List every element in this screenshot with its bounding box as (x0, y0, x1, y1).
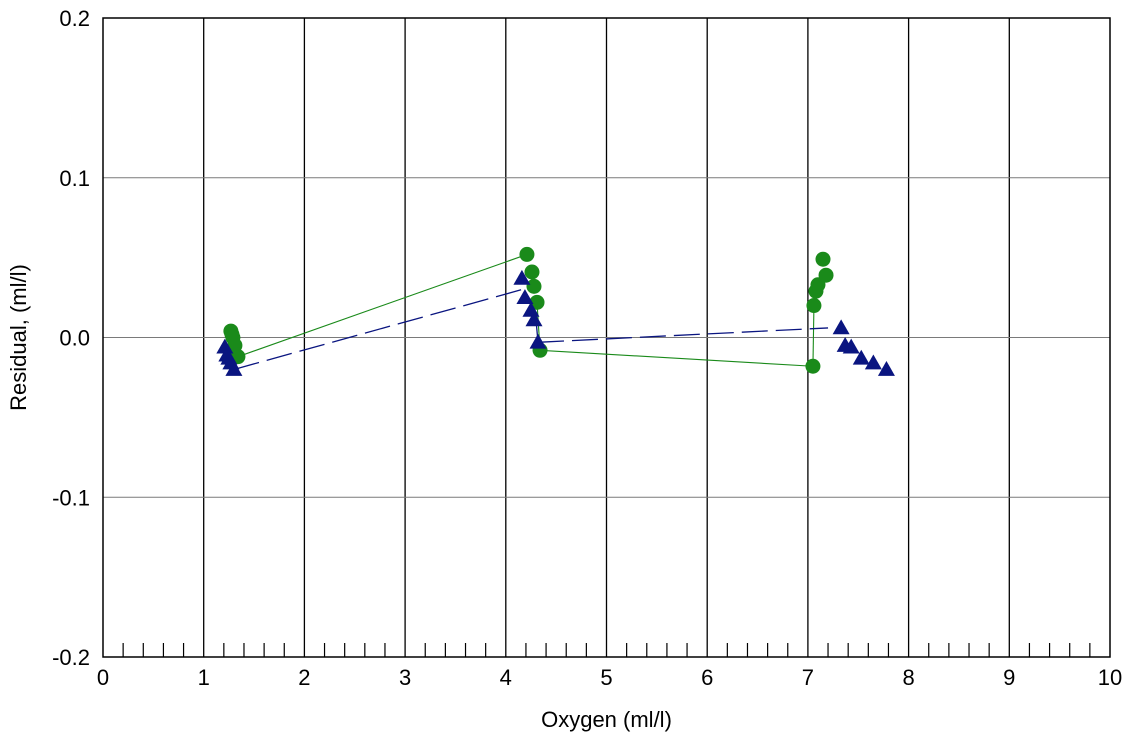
series-1-point (805, 358, 821, 374)
y-tick-label: 0.1 (59, 166, 90, 191)
x-tick-label: 9 (1003, 665, 1015, 690)
x-tick-label: 8 (902, 665, 914, 690)
y-axis-title: Residual, (ml/l) (6, 264, 31, 411)
x-tick-label: 3 (399, 665, 411, 690)
series-2-point (832, 319, 850, 335)
series-2-point (852, 349, 870, 365)
series-2-point (522, 301, 540, 317)
series-2-point (216, 338, 234, 354)
x-tick-labels: 0 1 2 3 4 5 6 7 8 9 10 (97, 665, 1122, 690)
series-1-point (806, 298, 822, 314)
series-1-point (519, 246, 535, 262)
grid-lines (103, 18, 1110, 657)
series-1-point (526, 278, 542, 294)
y-tick-label: -0.1 (52, 485, 90, 510)
x-axis-title: Oxygen (ml/l) (541, 707, 672, 732)
series-2-point (877, 360, 895, 376)
x-tick-label: 0 (97, 665, 109, 690)
y-tick-label: -0.2 (52, 645, 90, 670)
x-tick-label: 10 (1098, 665, 1122, 690)
plot-frame (102, 17, 1111, 658)
series-1-point (818, 267, 834, 283)
series-2-point (842, 338, 860, 354)
series-2-point (864, 354, 882, 370)
x-tick-label: 4 (500, 665, 512, 690)
series-1-connector (540, 349, 813, 367)
series-1-point (524, 264, 540, 280)
series-1-point (815, 251, 831, 267)
x-tick-label: 5 (600, 665, 612, 690)
minor-ticks (122, 643, 1091, 657)
series-2-point (529, 333, 547, 349)
y-tick-label: 0.2 (59, 6, 90, 31)
series-2-point (516, 289, 534, 304)
x-tick-label: 2 (298, 665, 310, 690)
series-2-point (525, 311, 543, 327)
x-tick-label: 7 (802, 665, 814, 690)
x-tick-label: 6 (701, 665, 713, 690)
series-2-point (513, 269, 531, 285)
series-2-connector (233, 288, 523, 371)
series-connectors (233, 253, 829, 371)
series-2-point (225, 360, 243, 376)
series-markers (216, 246, 895, 376)
series-2-connector (537, 327, 829, 343)
series-1-connector (237, 253, 528, 358)
series-1-connector (812, 305, 815, 367)
x-tick-label: 1 (198, 665, 210, 690)
y-tick-labels: -0.2 -0.1 0.0 0.1 0.2 (52, 6, 90, 670)
y-tick-label: 0.0 (59, 326, 90, 351)
